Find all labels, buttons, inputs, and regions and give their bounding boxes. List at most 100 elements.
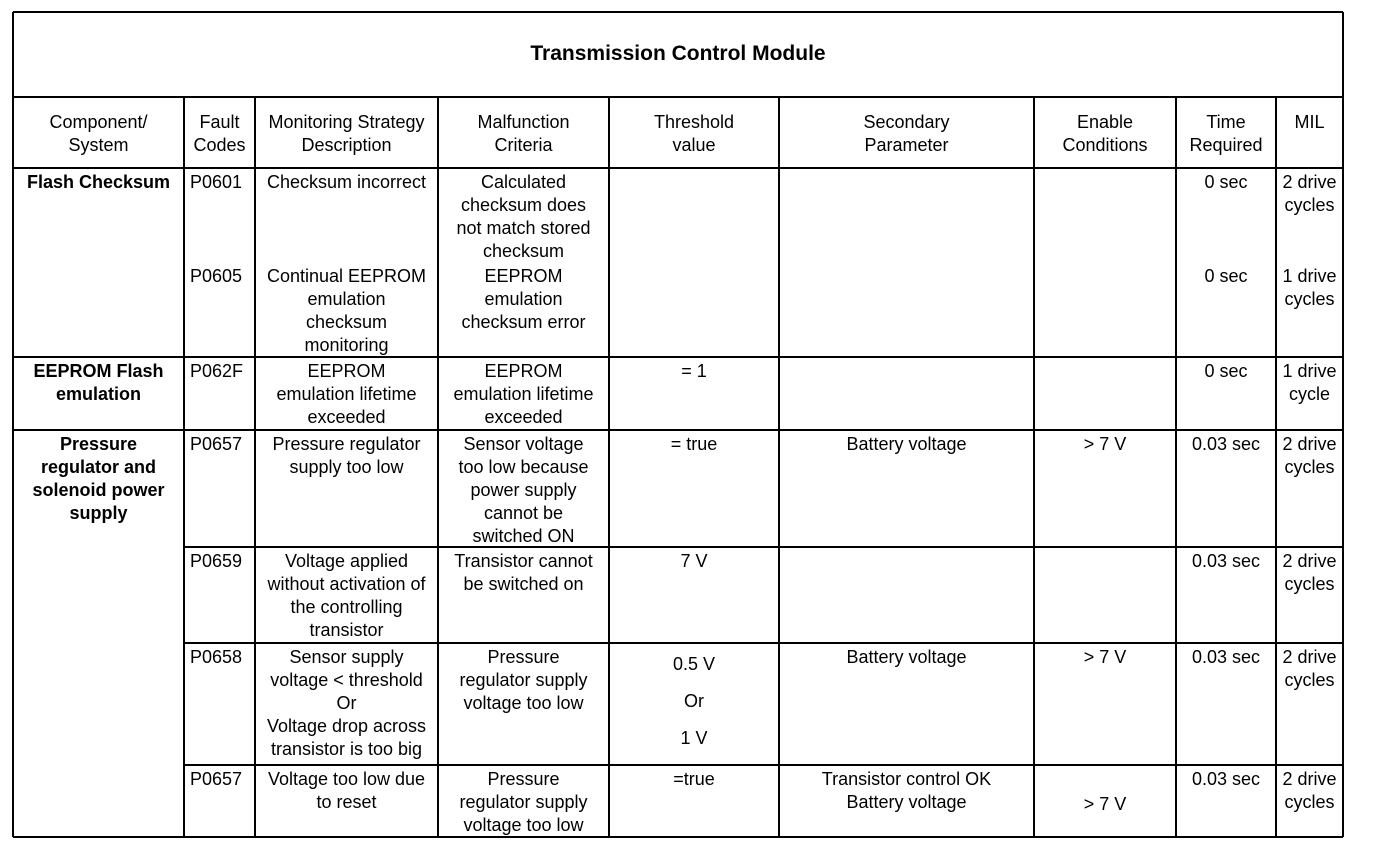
- text-line: Flash Checksum: [26, 172, 171, 192]
- mil-cell: 2 drive cycles: [1276, 171, 1343, 217]
- secondary-cell: Transistor control OK Battery voltage: [779, 768, 1034, 814]
- threshold-cell: = true: [609, 433, 779, 456]
- strategy-cell: Checksum incorrect: [255, 171, 438, 194]
- text-line: Voltage drop across: [266, 716, 427, 736]
- enable-cell: > 7 V: [1034, 793, 1176, 816]
- component-cell: EEPROM Flash emulation: [13, 360, 184, 406]
- text-line: =true: [673, 769, 715, 789]
- text-line: 1 drive: [1282, 361, 1337, 381]
- mil-cell: 2 drive cycles: [1276, 646, 1343, 692]
- text-line: cycles: [1284, 195, 1335, 215]
- header-cell: Fault Codes: [184, 111, 255, 157]
- text-line: EEPROM: [484, 361, 563, 381]
- mil-cell: 2 drive cycles: [1276, 550, 1343, 596]
- malfunction-cell: EEPROM emulation checksum error: [438, 265, 609, 334]
- text-line: EEPROM: [307, 361, 386, 381]
- text-line: P0605: [190, 266, 243, 286]
- text-line: Pressure: [487, 769, 560, 789]
- text-line: 0.5 V: [672, 654, 716, 674]
- text-line: Codes: [193, 135, 246, 155]
- text-line: to reset: [316, 792, 377, 812]
- text-line: 7 V: [680, 551, 708, 571]
- text-line: 2 drive: [1282, 434, 1337, 454]
- text-line: 0 sec: [1204, 266, 1248, 286]
- text-line: Malfunction: [477, 112, 570, 132]
- text-line: be switched on: [463, 574, 584, 594]
- text-line: P062F: [190, 361, 244, 381]
- text-line: Pressure regulator: [272, 434, 421, 454]
- enable-cell: > 7 V: [1034, 646, 1176, 669]
- text-line: checksum error: [461, 312, 586, 332]
- text-line: cycle: [1288, 384, 1330, 404]
- fault-code-cell: P0601: [184, 171, 255, 194]
- strategy-cell: Voltage too low due to reset: [255, 768, 438, 814]
- text-line: Secondary: [863, 112, 950, 132]
- header-cell: MIL: [1276, 111, 1343, 134]
- header-cell: Secondary Parameter: [779, 111, 1034, 157]
- strategy-cell: EEPROM emulation lifetime exceeded: [255, 360, 438, 429]
- fault-code-cell: P0658: [184, 646, 255, 669]
- mil-cell: 2 drive cycles: [1276, 433, 1343, 479]
- text-line: Transistor control OK: [821, 769, 992, 789]
- text-line: cycles: [1284, 457, 1335, 477]
- text-line: 0.03 sec: [1191, 647, 1261, 667]
- text-line: Required: [1189, 135, 1263, 155]
- text-line: checksum: [305, 312, 388, 332]
- time-cell: 0 sec: [1176, 360, 1276, 383]
- text-line: P0657: [190, 434, 243, 454]
- header-cell: Enable Conditions: [1034, 111, 1176, 157]
- text-line: Sensor supply: [289, 647, 404, 667]
- text-line: Battery voltage: [846, 792, 967, 812]
- text-line: emulation lifetime: [276, 384, 417, 404]
- text-line: 2 drive: [1282, 551, 1337, 571]
- text-line: transistor is too big: [270, 739, 423, 759]
- text-line: Time: [1206, 112, 1246, 132]
- text-line: Or: [684, 691, 704, 711]
- text-line: P0601: [190, 172, 243, 192]
- header-cell: Threshold value: [609, 111, 779, 157]
- text-line: MIL: [1294, 112, 1325, 132]
- text-line: value: [672, 135, 716, 155]
- text-line: = 1: [681, 361, 707, 381]
- table-title: Transmission Control Module: [530, 42, 826, 65]
- text-line: not match stored: [456, 218, 591, 238]
- threshold-cell: 7 V: [609, 550, 779, 573]
- header-cell: Monitoring Strategy Description: [255, 111, 438, 157]
- mil-cell: 1 drive cycle: [1276, 360, 1343, 406]
- text-line: regulator and: [40, 457, 156, 477]
- text-line: Pressure: [59, 434, 138, 454]
- text-line: without activation of: [267, 574, 426, 594]
- text-line: Monitoring Strategy: [268, 112, 425, 132]
- text-line: Battery voltage: [846, 434, 967, 454]
- text-line: Description: [301, 135, 392, 155]
- text-line: 0 sec: [1204, 361, 1248, 381]
- mil-cell: 1 drive cycles: [1276, 265, 1343, 311]
- malfunction-cell: Transistor cannot be switched on: [438, 550, 609, 596]
- text-line: Calculated: [480, 172, 567, 192]
- text-line: voltage too low: [463, 693, 584, 713]
- text-line: too low because: [458, 457, 589, 477]
- text-line: Voltage applied: [284, 551, 409, 571]
- text-line: EEPROM: [484, 266, 563, 286]
- strategy-cell: Continual EEPROM emulation checksum monitor…: [255, 265, 438, 357]
- text-line: Continual EEPROM: [266, 266, 427, 286]
- text-line: > 7 V: [1083, 647, 1127, 667]
- text-line: P0657: [190, 769, 243, 789]
- text-line: 0.03 sec: [1191, 769, 1261, 789]
- text-line: Pressure: [487, 647, 560, 667]
- time-cell: 0 sec: [1176, 265, 1276, 288]
- text-line: supply: [69, 503, 128, 523]
- threshold-cell: 0.5 V Or 1 V: [609, 646, 779, 757]
- text-line: monitoring: [304, 335, 389, 355]
- fault-code-cell: P062F: [184, 360, 255, 383]
- text-line: Transistor cannot: [454, 551, 593, 571]
- text-line: 0.03 sec: [1191, 551, 1261, 571]
- text-line: the controlling: [290, 597, 403, 617]
- strategy-cell: Voltage applied without activation of the …: [255, 550, 438, 642]
- secondary-cell: Battery voltage: [779, 433, 1034, 456]
- fault-code-cell: P0657: [184, 768, 255, 791]
- component-cell: Pressure regulator and solenoid power suppl…: [13, 433, 184, 525]
- enable-cell: > 7 V: [1034, 433, 1176, 456]
